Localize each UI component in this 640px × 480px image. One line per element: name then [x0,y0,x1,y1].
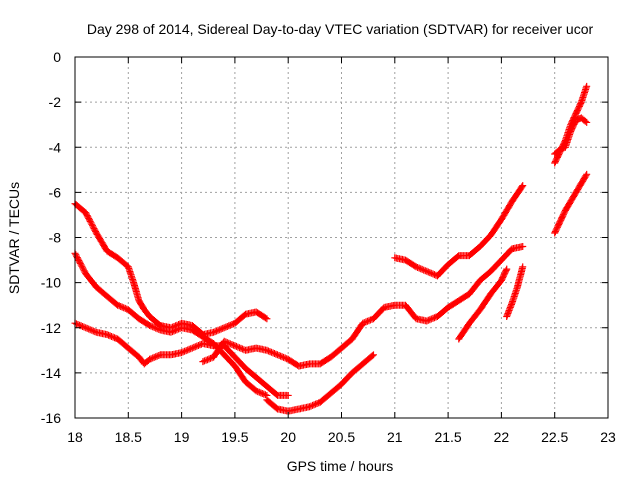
y-tick-label: -8 [49,230,62,246]
x-tick-label: 19 [174,429,190,445]
y-tick-label: -16 [41,410,61,426]
chart-title: Day 298 of 2014, Sidereal Day-to-day VTE… [87,21,594,37]
data-series-arc-6 [391,182,527,280]
x-tick-label: 23 [600,429,616,445]
series-markers [199,243,527,370]
data-series-arc-8 [503,263,527,320]
x-tick-label: 21.5 [434,429,461,445]
data-series-arc-9 [551,170,591,237]
x-tick-label: 22.5 [541,429,568,445]
y-tick-label: -4 [49,139,62,155]
y-tick-label: -2 [49,94,62,110]
labels-layer: 18 18.5 19 19.5 20 20.5 21 21.5 22 22.5 23 0 -2 -4 -6 -… [41,49,616,445]
x-tick-label: 18 [67,429,83,445]
grid-layer [75,57,608,418]
data-series-arc-5 [263,351,377,415]
x-tick-label: 21 [387,429,403,445]
y-tick-label: -14 [41,365,61,381]
x-tick-label: 19.5 [221,429,248,445]
x-tick-label: 22 [494,429,510,445]
series-markers [391,182,527,280]
x-axis-label: GPS time / hours [287,458,394,474]
series-markers [551,170,591,237]
x-tick-label: 20 [280,429,296,445]
ticks-layer [74,56,609,419]
y-tick-label: -6 [49,184,62,200]
data-series-arc-7 [455,265,511,343]
y-tick-label: -12 [41,320,61,336]
series-markers [455,265,511,343]
series-markers [503,263,527,320]
x-tick-label: 18.5 [115,429,142,445]
data-series-arc-4 [199,243,527,370]
series-markers [551,114,591,158]
y-tick-label: -10 [41,275,61,291]
data-series-arc-11 [551,114,591,158]
series-markers [263,351,377,415]
y-tick-label: 0 [53,49,61,65]
y-axis-label: SDTVAR / TECUs [6,182,22,294]
x-tick-label: 20.5 [328,429,355,445]
